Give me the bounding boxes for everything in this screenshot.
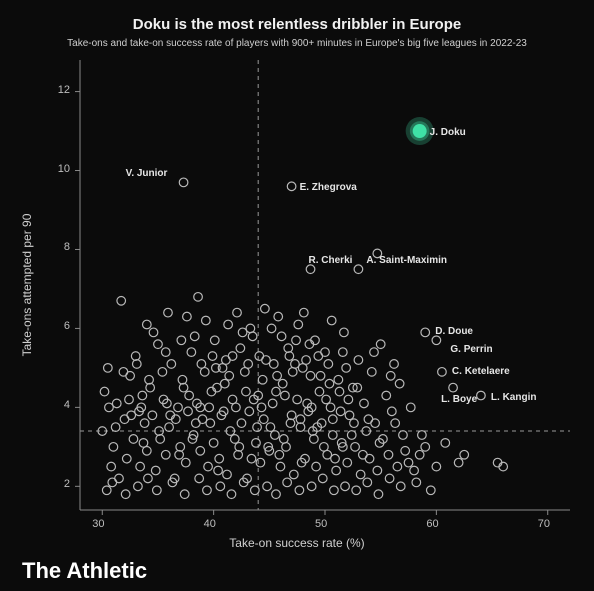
scatter-chart (0, 0, 594, 591)
y-tick-label: 12 (58, 84, 70, 96)
point-label: L. Boye (441, 394, 477, 405)
point-label: C. Ketelaere (452, 366, 510, 377)
point-label: G. Perrin (450, 344, 492, 355)
point-label: L. Kangin (491, 392, 537, 403)
chart-subtitle: Take-ons and take-on success rate of pla… (0, 38, 594, 49)
point-label: A. Saint-Maximin (366, 255, 447, 266)
brand-logo: The Athletic (22, 558, 147, 584)
x-tick-label: 30 (92, 518, 104, 530)
x-tick-label: 40 (204, 518, 216, 530)
y-tick-label: 6 (64, 320, 70, 332)
chart-title: Doku is the most relentless dribbler in … (0, 16, 594, 33)
x-tick-label: 60 (426, 518, 438, 530)
x-tick-label: 70 (538, 518, 550, 530)
x-axis-label: Take-on success rate (%) (0, 536, 594, 550)
y-tick-label: 10 (58, 163, 70, 175)
point-label: V. Junior (126, 168, 168, 179)
y-tick-label: 8 (64, 241, 70, 253)
y-tick-label: 4 (64, 399, 70, 411)
chart-container: Doku is the most relentless dribbler in … (0, 0, 594, 591)
y-axis-label: Take-ons attempted per 90 (20, 214, 34, 357)
point-label: J. Doku (430, 127, 466, 138)
point-label: D. Doue (435, 326, 473, 337)
point-label: E. Zhegrova (300, 182, 357, 193)
y-tick-label: 2 (64, 478, 70, 490)
x-tick-label: 50 (315, 518, 327, 530)
point-label: R. Cherki (309, 255, 353, 266)
